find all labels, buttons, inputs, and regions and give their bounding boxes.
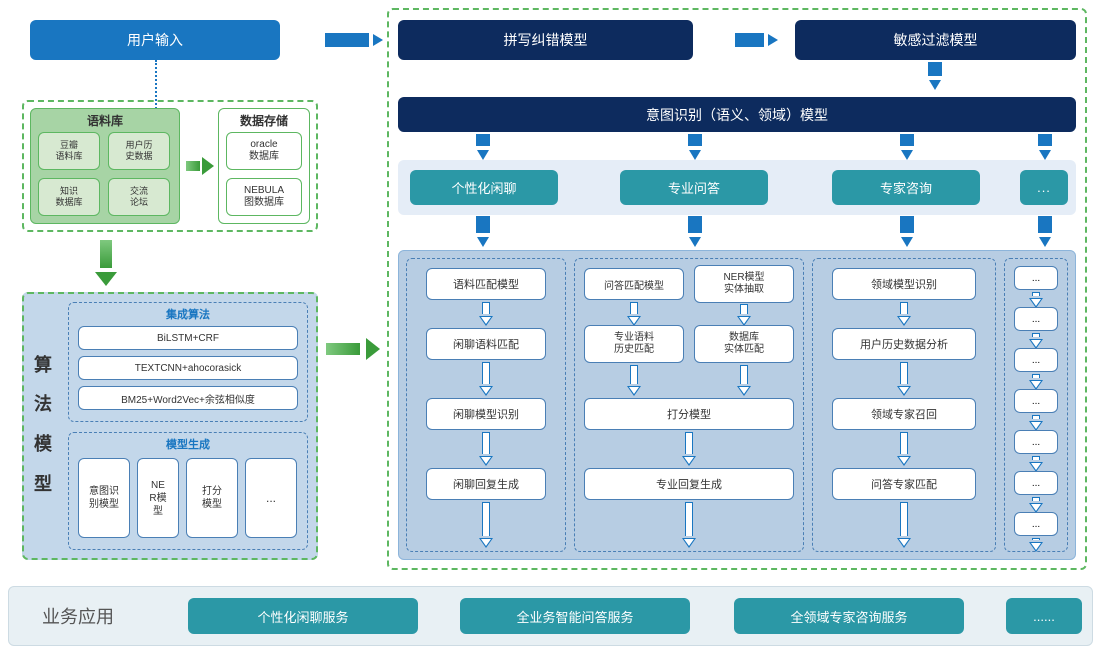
extra-4: ... — [1014, 430, 1058, 454]
arrow-ext-5 — [1031, 497, 1041, 507]
extra-2: ... — [1014, 348, 1058, 372]
ensemble-title: 集成算法 — [68, 306, 308, 322]
spell-model-box: 拼写纠错模型 — [398, 20, 693, 60]
algo-label: 算 法 模 型 — [28, 330, 58, 520]
extra-0: ... — [1014, 266, 1058, 290]
arrow-qal-01 — [629, 302, 639, 320]
modelgen-0: 意图识 别模型 — [78, 458, 130, 538]
biz-2: 全领域专家咨询服务 — [734, 598, 964, 634]
user-input-box: 用户输入 — [30, 20, 280, 60]
arrow-chat-12 — [481, 362, 491, 390]
qa-b1: 专业回复生成 — [584, 468, 794, 500]
storage-title: 数据存储 — [218, 111, 310, 129]
arrow-intent-1 — [476, 134, 490, 152]
arrow-exp-3b — [899, 502, 909, 542]
arrow-chat-3b — [481, 502, 491, 542]
storage-1: NEBULA 图数据库 — [226, 178, 302, 216]
arrow-tab-2 — [688, 216, 702, 239]
arrow-tab-1 — [476, 216, 490, 239]
ensemble-1: TEXTCNN+ahocorasick — [78, 356, 298, 380]
qa-l1: 专业语料 历史匹配 — [584, 325, 684, 363]
arrow-input-to-spell — [325, 33, 375, 47]
filter-model-box: 敏感过滤模型 — [795, 20, 1076, 60]
chat-0: 语料匹配模型 — [426, 268, 546, 300]
chat-2: 闲聊模型识别 — [426, 398, 546, 430]
arrow-ext-4 — [1031, 456, 1041, 466]
arrow-corpus-storage — [186, 157, 210, 175]
arrow-spell-to-filter — [735, 33, 770, 47]
intent-model-box: 意图识别（语义、领域）模型 — [398, 97, 1076, 132]
biz-3: ...... — [1006, 598, 1082, 634]
arrow-filter-down — [928, 62, 942, 82]
arrow-ext-3 — [1031, 415, 1041, 425]
arrow-ext-0 — [1031, 292, 1041, 302]
arrow-qar-1b — [739, 365, 749, 390]
ensemble-2: BM25+Word2Vec+余弦相似度 — [78, 386, 298, 410]
qa-b0: 打分模型 — [584, 398, 794, 430]
extra-3: ... — [1014, 389, 1058, 413]
qa-r1: 数据库 实体匹配 — [694, 325, 794, 363]
modelgen-3: ... — [245, 458, 297, 538]
arrow-to-algo — [95, 240, 117, 282]
arrow-exp-23 — [899, 432, 909, 460]
exp-3: 问答专家匹配 — [832, 468, 976, 500]
arrow-ext-1 — [1031, 333, 1041, 343]
corpus-1: 用户历 史数据 — [108, 132, 170, 170]
exp-0: 领域模型识别 — [832, 268, 976, 300]
corpus-title: 语料库 — [30, 111, 180, 129]
modelgen-1: NE R模 型 — [137, 458, 179, 538]
biz-0: 个性化闲聊服务 — [188, 598, 418, 634]
exp-2: 领域专家召回 — [832, 398, 976, 430]
modelgen-2: 打分 模型 — [186, 458, 238, 538]
tab-qa: 专业问答 — [620, 170, 768, 205]
arrow-tab-3 — [900, 216, 914, 239]
extra-5: ... — [1014, 471, 1058, 495]
qa-r0: NER模型 实体抽取 — [694, 265, 794, 303]
arrow-ext-2 — [1031, 374, 1041, 384]
arrow-qal-1b — [629, 365, 639, 390]
arrow-intent-3 — [900, 134, 914, 152]
arrow-tab-4 — [1038, 216, 1052, 239]
extra-1: ... — [1014, 307, 1058, 331]
business-title: 业务应用 — [18, 586, 138, 646]
arrow-intent-4 — [1038, 134, 1052, 152]
arrow-qar-01 — [739, 304, 749, 320]
arrow-to-pipeline — [326, 338, 376, 360]
corpus-0: 豆瓣 语料库 — [38, 132, 100, 170]
tab-chat: 个性化闲聊 — [410, 170, 558, 205]
tab-more: ... — [1020, 170, 1068, 205]
arrow-qab-1b — [684, 502, 694, 542]
extra-6: ... — [1014, 512, 1058, 536]
storage-0: oracle 数据库 — [226, 132, 302, 170]
model-gen-title: 模型生成 — [68, 436, 308, 452]
arrow-chat-01 — [481, 302, 491, 320]
chat-1: 闲聊语料匹配 — [426, 328, 546, 360]
qa-l0: 问答匹配模型 — [584, 268, 684, 300]
arrow-qab-01 — [684, 432, 694, 460]
chat-3: 闲聊回复生成 — [426, 468, 546, 500]
ensemble-0: BiLSTM+CRF — [78, 326, 298, 350]
corpus-3: 交流 论坛 — [108, 178, 170, 216]
arrow-exp-01 — [899, 302, 909, 320]
arrow-ext-6 — [1031, 538, 1041, 546]
exp-1: 用户历史数据分析 — [832, 328, 976, 360]
arrow-exp-12 — [899, 362, 909, 390]
arrow-chat-23 — [481, 432, 491, 460]
arrow-intent-2 — [688, 134, 702, 152]
corpus-2: 知识 数据库 — [38, 178, 100, 216]
tab-expert: 专家咨询 — [832, 170, 980, 205]
biz-1: 全业务智能问答服务 — [460, 598, 690, 634]
